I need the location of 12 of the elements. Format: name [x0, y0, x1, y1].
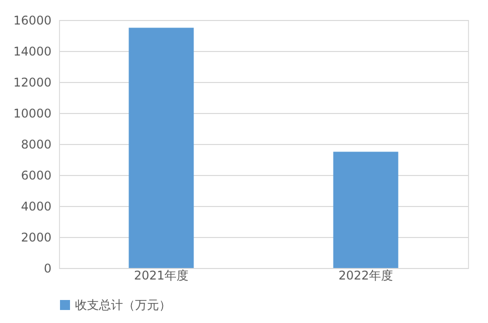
y-tick-label: 14000 — [13, 44, 52, 58]
x-tick-label: 2021年度 — [134, 268, 189, 282]
y-tick-label: 16000 — [13, 14, 52, 28]
y-tick-label: 12000 — [13, 76, 52, 90]
y-tick-label: 0 — [44, 262, 52, 276]
legend-label: 收支总计（万元） — [75, 298, 171, 312]
y-tick-label: 10000 — [13, 106, 52, 120]
y-tick-label: 8000 — [20, 138, 52, 152]
y-tick-label: 2000 — [20, 230, 52, 244]
y-tick-label: 6000 — [20, 168, 52, 182]
x-tick-label: 2022年度 — [338, 268, 394, 282]
y-tick-label: 4000 — [20, 200, 52, 214]
